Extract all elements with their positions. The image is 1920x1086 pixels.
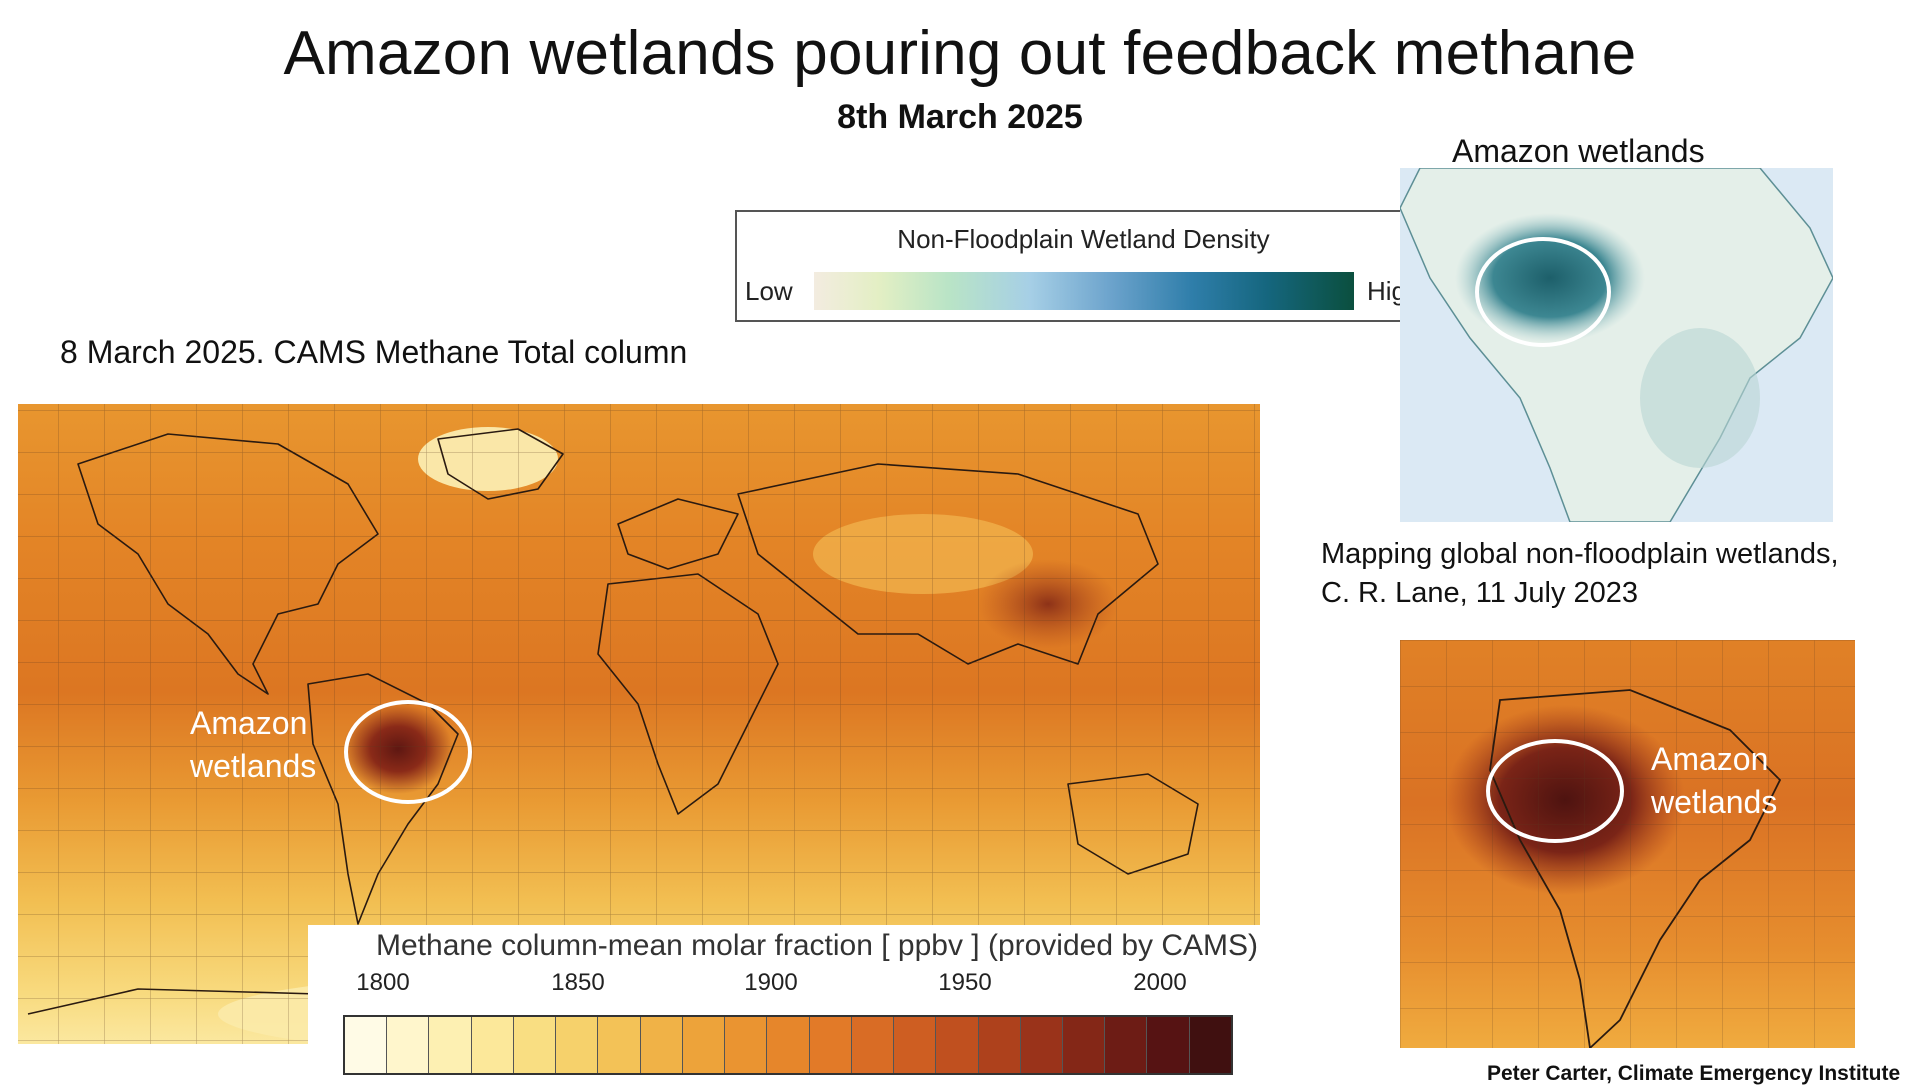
colorbar-segment	[1189, 1017, 1231, 1073]
colorbar-tick: 1800	[356, 969, 410, 996]
colorbar-segment	[682, 1017, 726, 1073]
page-subtitle: 8th March 2025	[837, 98, 1083, 136]
wetland-density-legend: Non-Floodplain Wetland Density Low High	[735, 210, 1432, 322]
wetland-legend-low-label: Low	[745, 276, 793, 306]
main-map-caption: 8 March 2025. CAMS Methane Total column	[60, 334, 688, 370]
wetland-legend-title: Non-Floodplain Wetland Density	[897, 224, 1270, 254]
methane-colorbar	[343, 1015, 1233, 1075]
colorbar-segment	[640, 1017, 683, 1073]
colorbar-tick: 1900	[744, 969, 798, 996]
south-america-wetland-map-svg	[1400, 168, 1833, 522]
sa-wetland-map-title: Amazon wetlands	[1452, 133, 1705, 169]
colorbar-tick: 1950	[938, 969, 992, 996]
amazon-annotation-line2: wetlands	[189, 748, 316, 784]
mapping-caption-line1: Mapping global non-floodplain wetlands,	[1321, 538, 1839, 570]
wetland-density-gradient	[814, 272, 1354, 310]
colorbar-segment	[1105, 1017, 1148, 1073]
lat-lon-grid	[1400, 640, 1855, 1048]
colorbar-segment	[725, 1017, 768, 1073]
colorbar-segment	[429, 1017, 472, 1073]
colorbar-segment	[809, 1017, 852, 1073]
wetland-density-east	[1640, 328, 1760, 468]
colorbar-segment	[1020, 1017, 1063, 1073]
colorbar-segment	[851, 1017, 895, 1073]
colorbar-tick: 1850	[551, 969, 605, 996]
colorbar-segment	[513, 1017, 557, 1073]
colorbar-segment	[936, 1017, 979, 1073]
amazon-circle	[344, 700, 472, 804]
colorbar-segment	[556, 1017, 599, 1073]
methane-colorbar-legend: Methane column-mean molar fraction [ ppb…	[308, 925, 1288, 1080]
south-america-methane-map-svg: Amazon wetlands	[1400, 640, 1855, 1048]
colorbar-segment	[471, 1017, 514, 1073]
colorbar-tick: 2000	[1133, 969, 1187, 996]
amazon-annotation-line1: Amazon	[1651, 741, 1768, 777]
amazon-annotation-line2: wetlands	[1650, 784, 1777, 820]
colorbar-segment	[1147, 1017, 1190, 1073]
page-title: Amazon wetlands pouring out feedback met…	[283, 19, 1637, 88]
colorbar-segment	[387, 1017, 430, 1073]
colorbar-segment	[978, 1017, 1021, 1073]
amazon-circle	[1486, 739, 1624, 843]
colorbar-segment	[894, 1017, 937, 1073]
mapping-caption-line2: C. R. Lane, 11 July 2023	[1321, 577, 1639, 609]
colorbar-segment	[598, 1017, 641, 1073]
south-america-wetland-map	[1400, 168, 1833, 522]
amazon-annotation-line1: Amazon	[190, 705, 307, 741]
colorbar-segment	[767, 1017, 810, 1073]
mapping-source-caption: Mapping global non-floodplain wetlands, …	[1321, 535, 1839, 613]
methane-colorbar-title: Methane column-mean molar fraction [ ppb…	[376, 929, 1259, 962]
amazon-circle	[1475, 237, 1611, 347]
colorbar-segment	[345, 1017, 388, 1073]
author-credit: Peter Carter, Climate Emergency Institut…	[1487, 1062, 1901, 1085]
colorbar-segment	[1062, 1017, 1106, 1073]
amazon-wetland-density	[1455, 213, 1645, 343]
south-america-methane-map: Amazon wetlands	[1400, 640, 1855, 1048]
